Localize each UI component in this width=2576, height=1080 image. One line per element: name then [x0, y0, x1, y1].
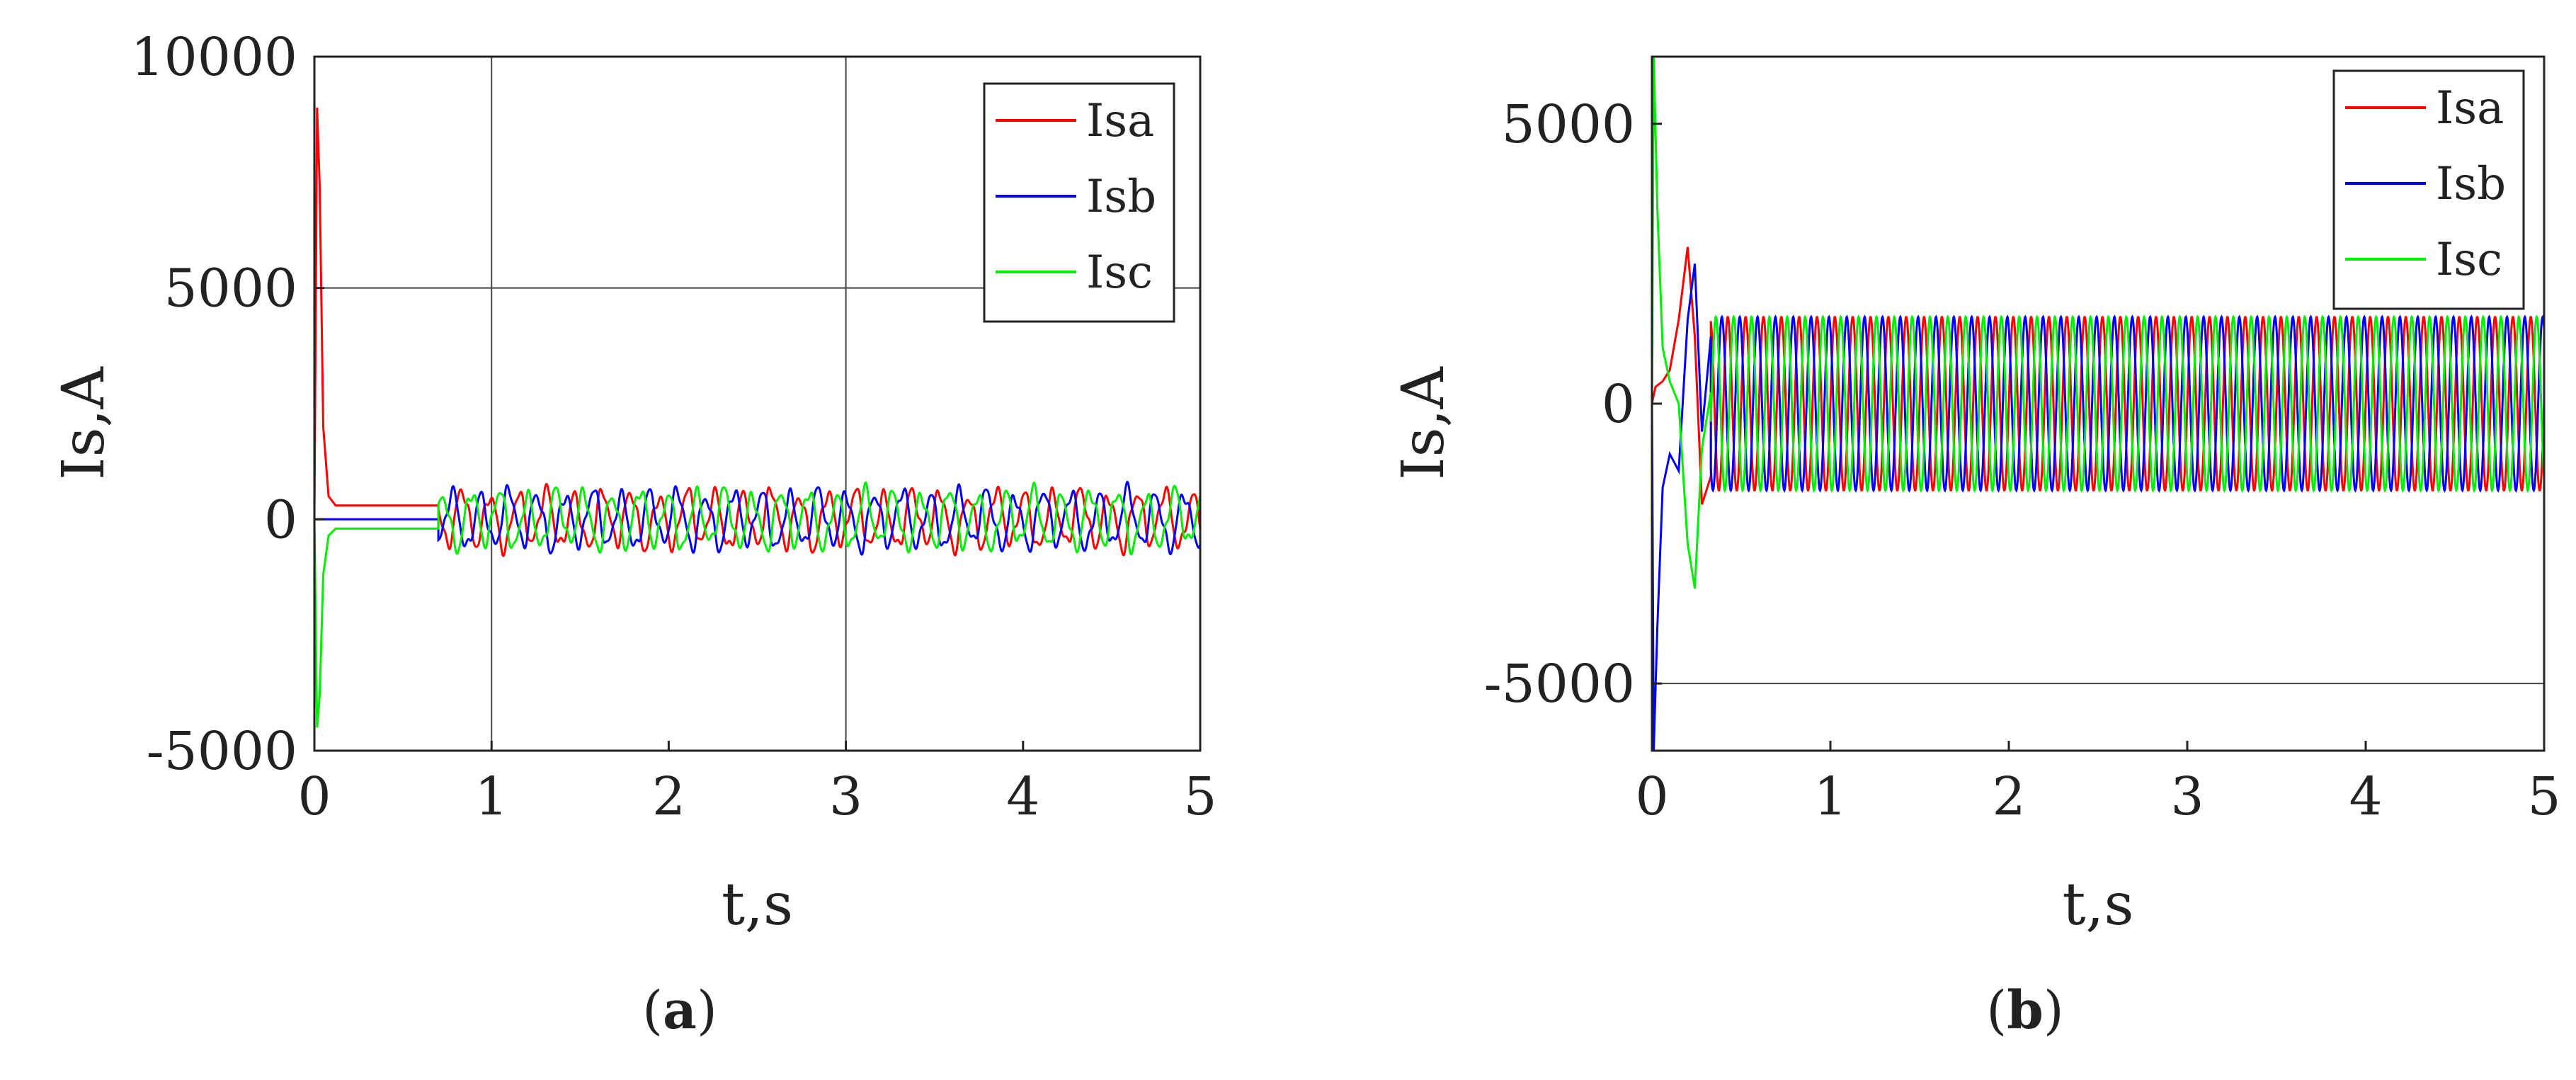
series-group	[314, 107, 1200, 728]
x-tick-label: 3	[2170, 766, 2204, 827]
x-tick-label: 2	[652, 766, 685, 827]
legend-box	[2332, 69, 2525, 310]
y-axis-label: Is,A	[50, 365, 118, 480]
series-group	[1652, 57, 2544, 751]
y-tick-label: 5000	[164, 258, 297, 319]
caption-paren-close: )	[697, 980, 717, 1041]
legend-label-isa: Isa	[2436, 82, 2504, 135]
x-tick-label: 4	[1006, 766, 1039, 827]
y-tick-label: 0	[264, 489, 297, 550]
legend: Isa Isb Isc	[983, 82, 1175, 323]
y-axis-label: Is,A	[1390, 365, 1457, 480]
y-tick-label: -5000	[147, 721, 297, 782]
x-tick-label: 2	[1992, 766, 2025, 827]
legend-box	[983, 82, 1175, 323]
legend-label-isa: Isa	[1086, 95, 1154, 147]
plot-frame	[313, 55, 1202, 752]
y-tick-label: 10000	[131, 27, 297, 88]
legend-label-isc: Isc	[2436, 234, 2502, 286]
x-axis-label: t,s	[722, 871, 793, 938]
x-tick-label: 0	[297, 766, 331, 827]
series-line-isb	[314, 481, 1200, 556]
legend-label-isb: Isb	[1086, 171, 1156, 223]
legend-label-isb: Isb	[2436, 158, 2506, 210]
y-tick-label: -5000	[1484, 654, 1635, 715]
panel-caption: (b)	[1986, 980, 2064, 1041]
x-tick-label: 3	[829, 766, 862, 827]
caption-paren-open: (	[642, 980, 663, 1041]
y-tick-label: 0	[1602, 374, 1635, 435]
x-tick-label: 1	[1813, 766, 1847, 827]
x-tick-label: 4	[2349, 766, 2382, 827]
x-tick-label: 5	[2527, 766, 2560, 827]
panel-caption: (a)	[642, 980, 717, 1041]
caption-paren-close: )	[2044, 980, 2064, 1041]
series-line-isc	[314, 481, 1200, 728]
y-tick-label: 5000	[1502, 94, 1635, 155]
x-tick-label: 1	[475, 766, 508, 827]
x-tick-label: 0	[1635, 766, 1668, 827]
x-tick-label: 5	[1183, 766, 1216, 827]
x-axis-label: t,s	[2062, 871, 2133, 938]
caption-paren-open: (	[1986, 980, 2007, 1041]
caption-letter: a	[663, 980, 697, 1041]
series-line-isb	[1652, 263, 2544, 751]
caption-letter: b	[2007, 980, 2044, 1041]
series-line-isc	[1652, 57, 2544, 589]
legend-label-isc: Isc	[1086, 246, 1153, 299]
legend: Isa Isb Isc	[2332, 69, 2525, 310]
